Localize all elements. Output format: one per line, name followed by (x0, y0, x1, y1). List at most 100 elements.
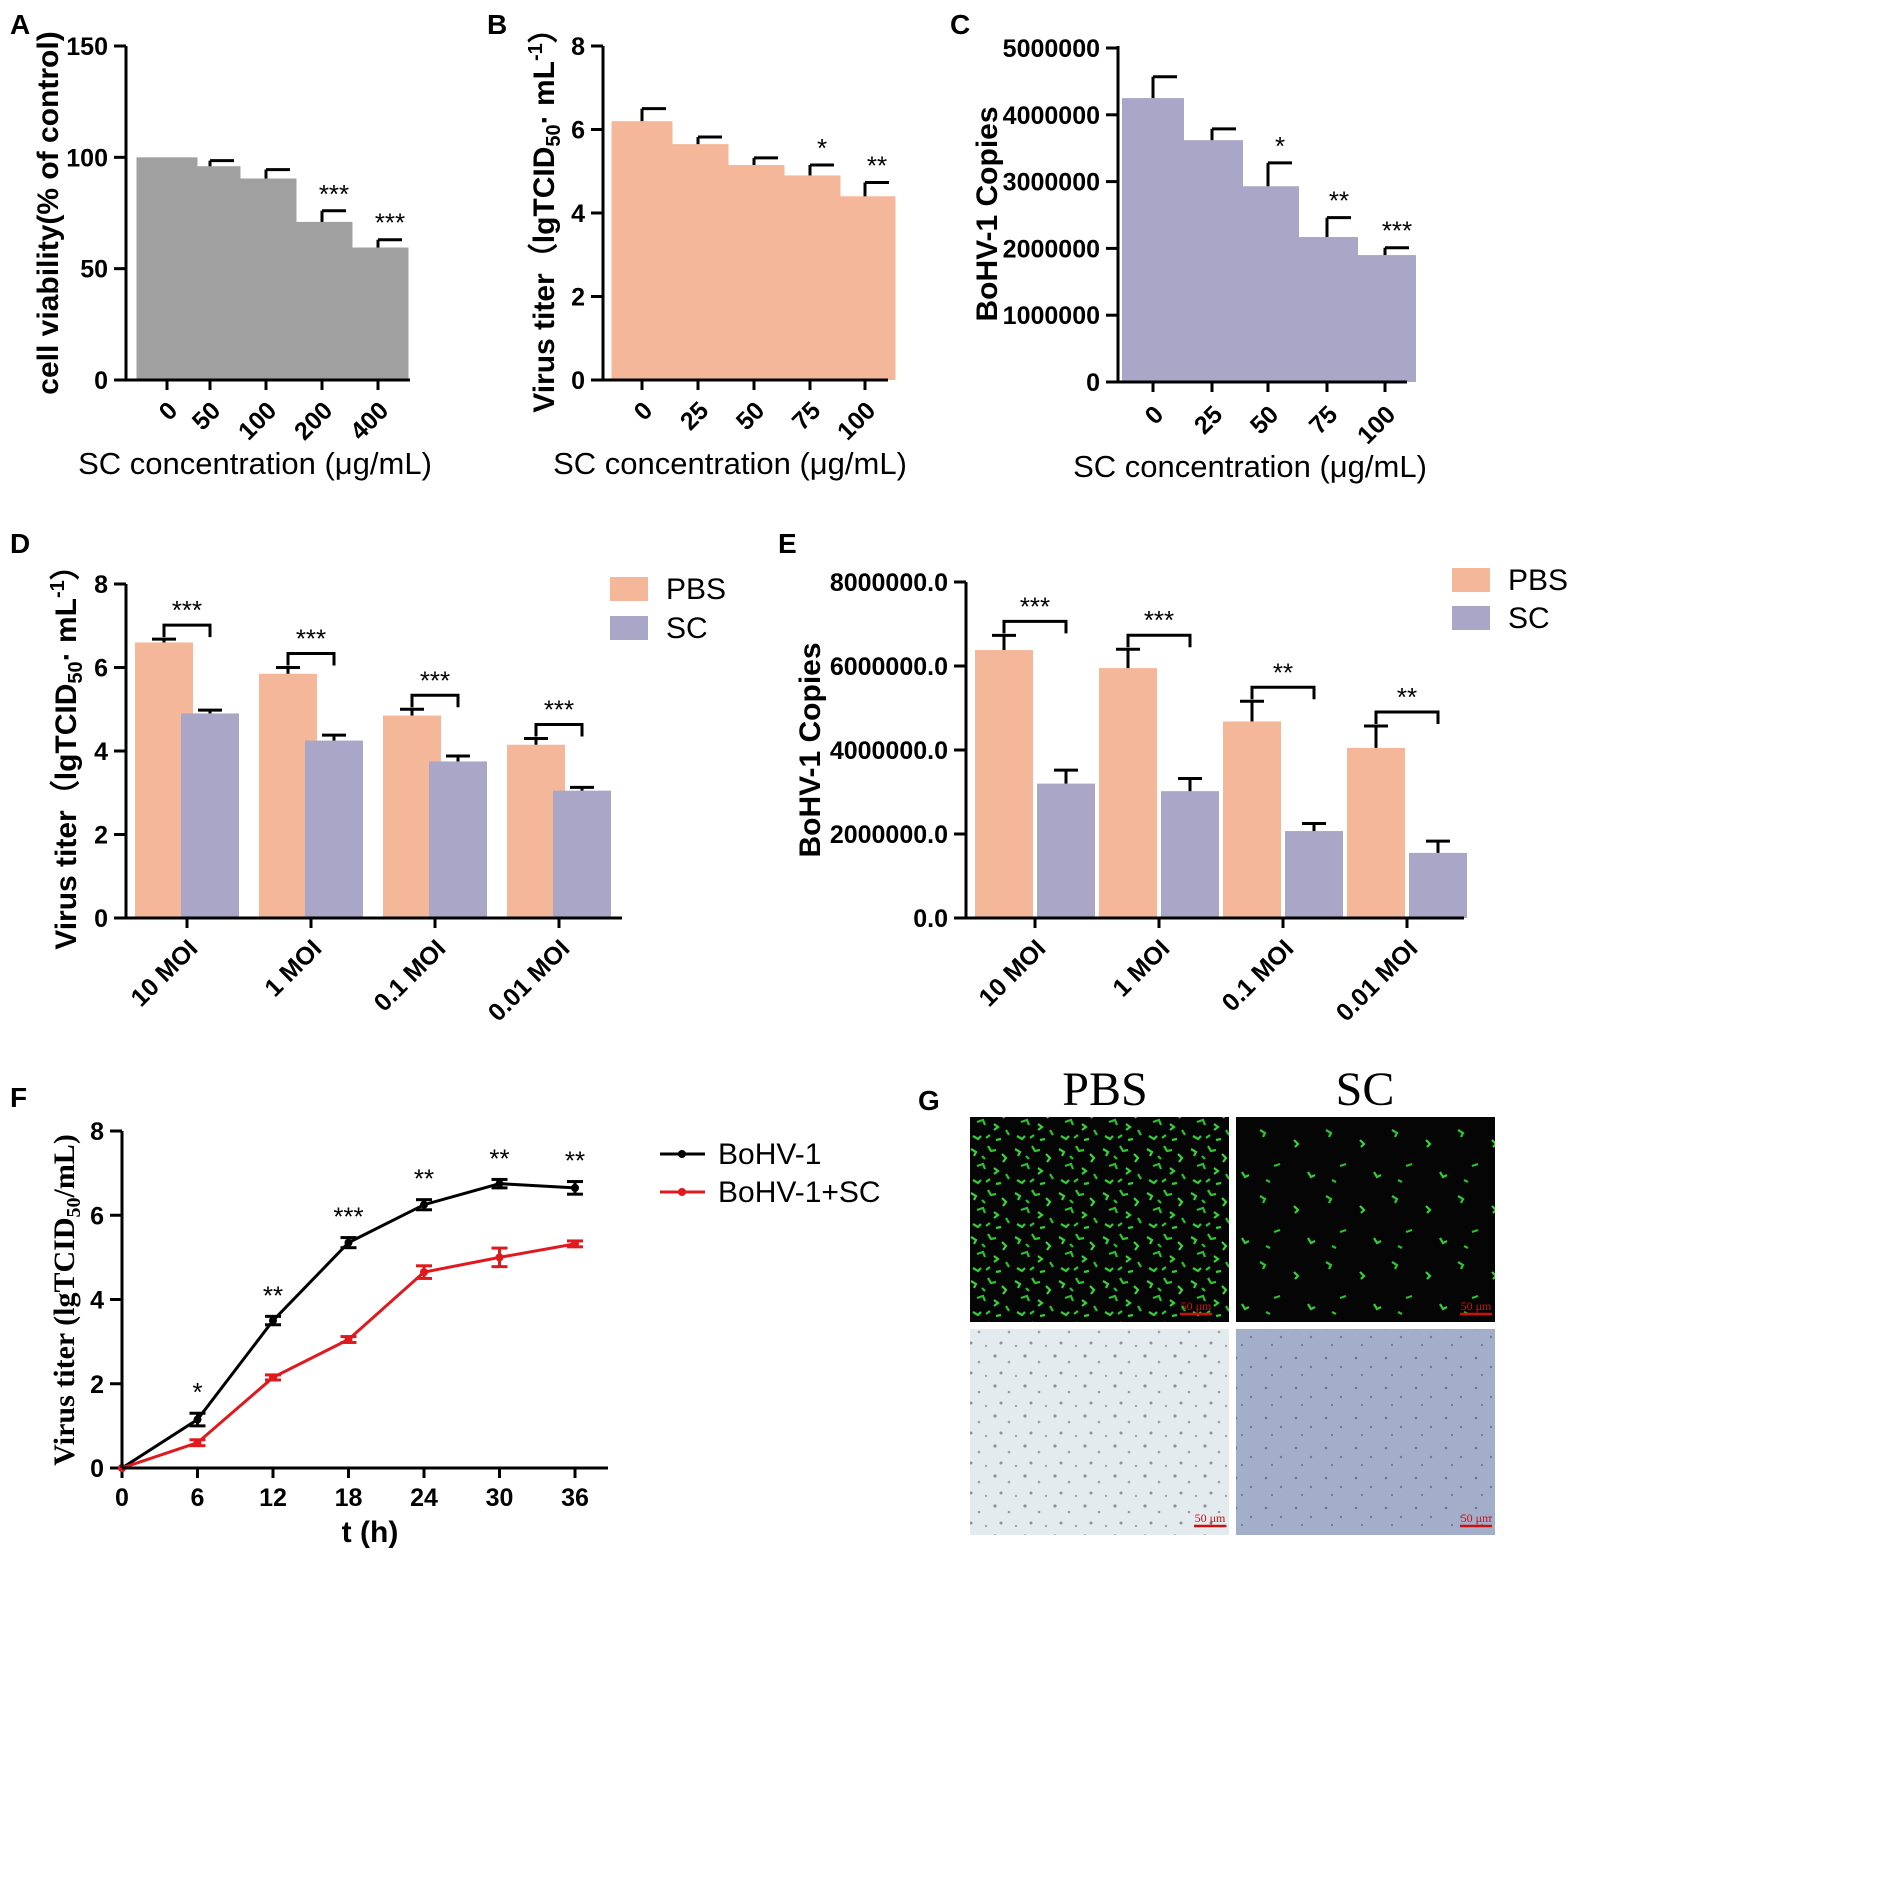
panel-d-significance-bracket-0-1-moi (410, 693, 460, 708)
panel-c-bar-100 (1354, 255, 1416, 382)
panel-b-x-tick-label-100: 100 (832, 396, 881, 445)
panel-a-bar-100 (235, 178, 297, 380)
panel-f-y-tick-label-2: 2 (90, 1371, 104, 1399)
panel-c-y-tick-label-5000000: 5000000 (1003, 35, 1100, 63)
panel-a-y-tick-label-150: 150 (66, 33, 108, 61)
panel-b-y-ticks: 0 2 4 6 8 (571, 33, 603, 395)
panel-d-x-tick-label-0-01-moi: 0.01 MOI (483, 934, 576, 1027)
panel-c-y-tick-label-3000000: 3000000 (1003, 169, 1100, 197)
panel-d-bar-sc-0-01-moi (553, 790, 611, 918)
panel-f-x-tick-label-36: 36 (561, 1484, 589, 1512)
scale-bar-fluor-pbs: 50 μm (1180, 1299, 1212, 1316)
svg-text:50 μm: 50 μm (1195, 1511, 1226, 1525)
scale-bar-bright-pbs: 50 μm (1194, 1511, 1226, 1528)
panel-e-bar-pbs-1-moi (1099, 668, 1157, 918)
panel-f-y-ticks: 0 2 4 6 8 (90, 1118, 122, 1483)
panel-e-x-tick-label-1-moi: 1 MOI (1107, 934, 1175, 1002)
panel-a-y-tick-label-100: 100 (66, 144, 108, 172)
panel-c-y-ticks: 0 1000000 2000000 3000000 4000000 5000000 (1003, 35, 1118, 397)
column-label-sc: SC (1336, 1063, 1395, 1116)
panel-b-bar-100 (834, 196, 896, 380)
panel-c-x-tick-label-25: 25 (1189, 400, 1229, 440)
panel-e-y-tick-label-2000000-0: 2000000.0 (830, 821, 948, 849)
panel-f-x-tick-label-6: 6 (191, 1484, 205, 1512)
panel-c-bar-75 (1296, 237, 1358, 382)
panel-letter-f: F (10, 1082, 27, 1113)
panel-e-y-tick-label-4000000-0: 4000000.0 (830, 737, 948, 765)
panel-f-point-bohv-1-sc-18 (344, 1335, 353, 1344)
panel-c-x-ticks: 0 25 50 75 100 (1140, 382, 1401, 450)
panel-a-bars: *** *** (136, 157, 409, 380)
panel-f-y-tick-label-8: 8 (90, 1118, 104, 1146)
fluorescence-image-pbs (970, 1117, 1229, 1322)
panel-e-significance-bracket-0-1-moi (1250, 685, 1316, 700)
panel-b-x-tick-label-0: 0 (629, 396, 659, 426)
panel-b-x-tick-label-50: 50 (731, 396, 770, 435)
panel-a-x-tick-label-400: 400 (345, 396, 394, 445)
panel-d: D 0 2 4 6 8 *** *** *** *** 10 MOI 1 MOI 0.1 MOI 0… (10, 528, 726, 1027)
panel-c-bars: ****** (1122, 75, 1416, 382)
panel-c-x-tick-label-50: 50 (1245, 400, 1284, 439)
panel-d-bar-sc-0-1-moi (429, 761, 487, 918)
panel-f-significance-24: ** (414, 1164, 434, 1194)
panel-b-bar-0 (611, 121, 673, 381)
panel-c-x-title: SC concentration (μg/mL) (1073, 449, 1427, 484)
panel-f-significance-6: * (192, 1377, 202, 1407)
panel-d-significance-bracket-1-moi (286, 652, 336, 666)
svg-text:50 μm: 50 μm (1181, 1299, 1212, 1313)
panel-f-point-bohv-1-sc-36 (571, 1239, 579, 1248)
panel-b-x-title: SC concentration (μg/mL) (553, 446, 907, 481)
panel-c-bar-50 (1237, 186, 1299, 382)
scale-bar-bright-sc: 50 μm (1460, 1511, 1492, 1528)
panel-e-significance-bracket-0-01-moi (1374, 710, 1440, 725)
panel-d-y-tick-label-0: 0 (94, 905, 108, 933)
panel-f-point-bohv-1-6 (193, 1415, 202, 1424)
legend-swatch-sc (610, 616, 648, 640)
panel-e-bar-sc-1-moi (1161, 791, 1219, 918)
panel-e-significance-1-moi: *** (1144, 605, 1174, 635)
panel-b-y-tick-label-0: 0 (571, 367, 585, 395)
panel-e-y-tick-label-0-0: 0.0 (913, 905, 948, 933)
panel-a-x-tick-label-100: 100 (233, 396, 282, 445)
panel-letter-d: D (10, 528, 30, 559)
legend-label-sc: SC (1508, 602, 1550, 635)
panel-d-x-ticks: 10 MOI 1 MOI 0.1 MOI 0.01 MOI (125, 918, 575, 1027)
panel-f-x-tick-label-24: 24 (410, 1484, 438, 1512)
panel-f-significance-18: *** (333, 1202, 363, 1232)
legend-label-bohv1: BoHV-1 (718, 1138, 821, 1171)
panel-f-x-tick-label-30: 30 (486, 1484, 514, 1512)
panel-f-point-bohv-1-sc-30 (495, 1253, 504, 1262)
panel-d-significance-bracket-10-moi (162, 623, 212, 638)
panel-f-point-bohv-1-12 (269, 1316, 277, 1325)
panel-b-significance-75: * (817, 133, 827, 163)
panel-d-significance-bracket-0-01-moi (534, 722, 584, 737)
panel-f-point-bohv-1-18 (344, 1238, 353, 1247)
panel-a-x-tick-label-50: 50 (187, 396, 226, 435)
panel-f-significance-30: ** (489, 1143, 509, 1173)
panel-d-bar-sc-1-moi (305, 740, 363, 918)
panel-f-legend: BoHV-1 BoHV-1+SC (660, 1138, 881, 1209)
panel-d-significance-10-moi: *** (172, 595, 202, 625)
panel-f-y-tick-label-6: 6 (90, 1202, 104, 1230)
scale-bar-fluor-sc: 50 μm (1460, 1299, 1492, 1316)
panel-e-bar-sc-0-1-moi (1285, 831, 1343, 918)
panel-c-x-tick-label-0: 0 (1140, 400, 1170, 430)
panel-e-y-ticks: 0.0 2000000.0 4000000.0 6000000.0 8000000.0 (830, 569, 966, 933)
panel-e-x-tick-label-0-01-moi: 0.01 MOI (1331, 934, 1424, 1027)
panel-c-bar-0 (1122, 98, 1184, 382)
panel-b-y-tick-label-6: 6 (571, 117, 585, 145)
panel-a-x-title: SC concentration (μg/mL) (78, 446, 432, 481)
panel-d-y-title: Virus titer（lgTCID50· mL-1） (47, 550, 87, 950)
panel-d-significance-0-01-moi: *** (544, 694, 574, 724)
panel-e-significance-0-1-moi: ** (1273, 657, 1293, 687)
panel-f-x-tick-label-0: 0 (115, 1484, 129, 1512)
panel-f-point-bohv-1-sc-6 (193, 1438, 202, 1447)
panel-c-x-tick-label-75: 75 (1304, 400, 1344, 440)
panel-d-x-tick-label-1-moi: 1 MOI (259, 934, 327, 1002)
legend-label-bohv1-sc: BoHV-1+SC (718, 1176, 881, 1209)
panel-b-bars: *** (611, 107, 896, 381)
panel-c-significance-50: * (1275, 131, 1285, 161)
panel-a-significance-200: *** (319, 179, 349, 209)
